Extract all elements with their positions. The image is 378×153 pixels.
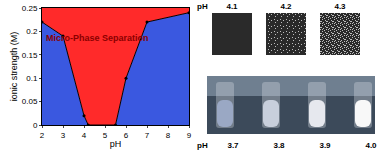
svg-text:0.2: 0.2 xyxy=(26,27,38,36)
svg-text:Micro-Phase Separation: Micro-Phase Separation xyxy=(46,33,149,43)
svg-text:0.1: 0.1 xyxy=(26,74,38,83)
svg-text:ionic strength (M): ionic strength (M) xyxy=(9,32,19,102)
svg-text:pH: pH xyxy=(197,2,208,11)
svg-text:pH: pH xyxy=(197,141,208,150)
svg-text:6: 6 xyxy=(124,131,129,140)
svg-text:4.3: 4.3 xyxy=(334,2,346,11)
svg-text:3: 3 xyxy=(61,131,66,140)
svg-text:3.9: 3.9 xyxy=(319,141,331,150)
svg-text:0: 0 xyxy=(33,121,38,130)
svg-text:3.8: 3.8 xyxy=(273,141,285,150)
svg-text:pH: pH xyxy=(110,139,122,149)
svg-text:2: 2 xyxy=(40,131,45,140)
svg-text:8: 8 xyxy=(166,131,171,140)
svg-text:5: 5 xyxy=(103,131,108,140)
svg-text:7: 7 xyxy=(145,131,150,140)
svg-text:4: 4 xyxy=(82,131,87,140)
svg-text:0.25: 0.25 xyxy=(22,4,38,13)
svg-text:9: 9 xyxy=(187,131,192,140)
svg-text:0.05: 0.05 xyxy=(22,97,38,106)
svg-text:4.0: 4.0 xyxy=(365,141,377,150)
svg-text:4.1: 4.1 xyxy=(226,2,238,11)
svg-text:0.15: 0.15 xyxy=(22,51,38,60)
svg-text:4.2: 4.2 xyxy=(280,2,292,11)
svg-text:3.7: 3.7 xyxy=(227,141,239,150)
